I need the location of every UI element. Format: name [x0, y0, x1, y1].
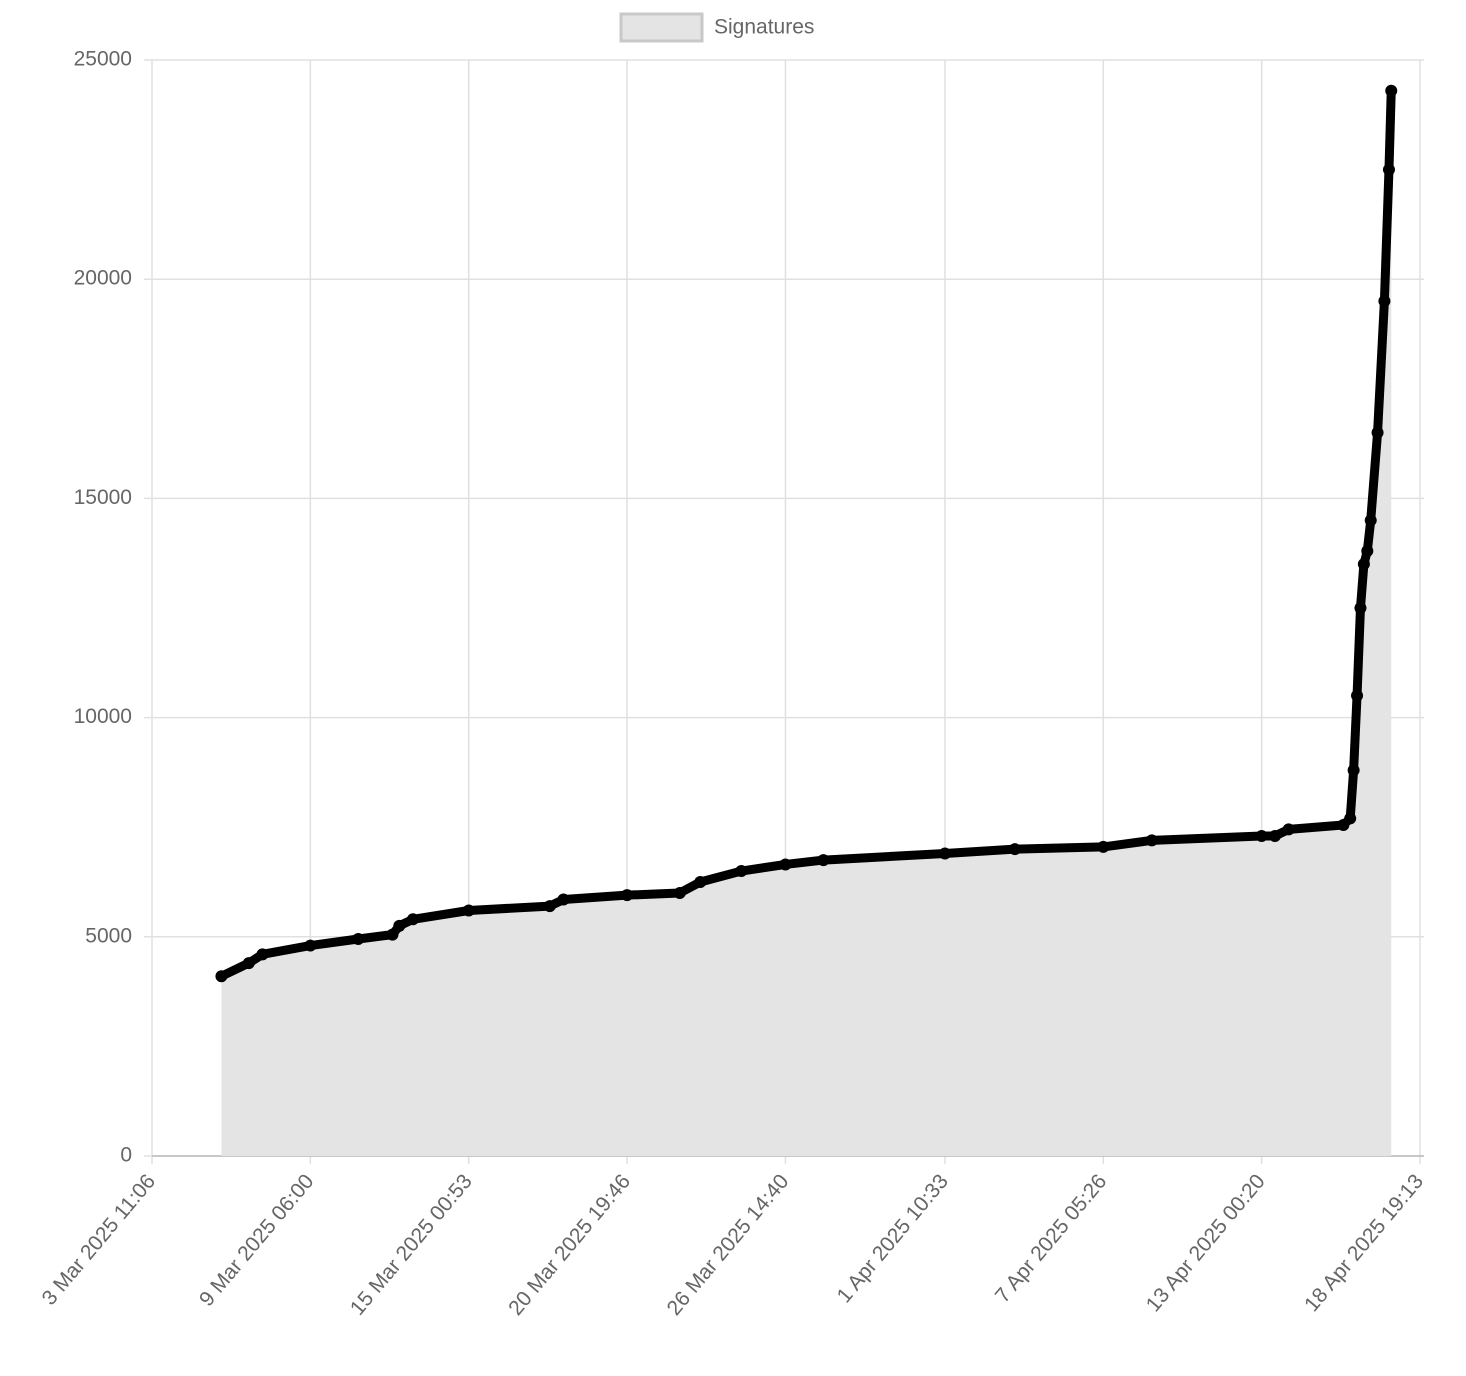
- x-tick-label: 1 Apr 2025 10:33: [833, 1170, 953, 1307]
- point: [242, 957, 255, 970]
- y-tick-label: 5000: [85, 924, 132, 947]
- legend: Signatures: [619, 12, 814, 43]
- point: [1385, 84, 1398, 97]
- x-tick-label: 20 Mar 2025 19:46: [504, 1170, 635, 1320]
- point: [1008, 843, 1021, 856]
- area-fill: [221, 90, 1392, 1157]
- point: [1361, 545, 1374, 558]
- x-tick-label: 7 Apr 2025 05:26: [991, 1170, 1111, 1307]
- point: [1344, 812, 1357, 825]
- y-tick-label: 20000: [74, 267, 132, 290]
- legend-swatch: [619, 12, 704, 43]
- point: [1354, 602, 1367, 614]
- x-tick-label: 9 Mar 2025 06:00: [195, 1170, 318, 1311]
- point: [1371, 426, 1384, 439]
- point: [1097, 840, 1110, 853]
- point: [1378, 295, 1391, 308]
- point: [673, 886, 686, 899]
- point: [543, 900, 556, 913]
- point: [1347, 764, 1360, 777]
- x-tick-label: 13 Apr 2025 00:20: [1142, 1170, 1270, 1316]
- point: [1382, 163, 1395, 176]
- point: [557, 893, 570, 906]
- point: [694, 876, 707, 888]
- x-tick-label: 18 Apr 2025 19:13: [1300, 1170, 1428, 1316]
- point: [1364, 514, 1377, 527]
- point: [386, 928, 399, 941]
- point: [393, 919, 406, 932]
- point: [817, 854, 830, 867]
- point: [1255, 829, 1268, 842]
- legend-label: Signatures: [714, 16, 814, 39]
- point: [462, 904, 475, 917]
- point: [256, 948, 269, 961]
- y-tick-label: 10000: [74, 705, 132, 728]
- x-tick-label: 15 Mar 2025 00:53: [346, 1170, 477, 1320]
- x-tick-label: 26 Mar 2025 14:40: [663, 1170, 794, 1320]
- point: [406, 913, 419, 926]
- point: [735, 865, 748, 878]
- point: [215, 970, 228, 983]
- point: [1145, 834, 1158, 847]
- point: [352, 932, 365, 945]
- point: [779, 858, 792, 871]
- y-tick-label: 0: [120, 1144, 132, 1167]
- point: [621, 889, 634, 902]
- point: [938, 847, 951, 860]
- x-tick-label: 3 Mar 2025 11:06: [38, 1170, 160, 1310]
- point: [1268, 829, 1281, 842]
- point: [304, 939, 317, 952]
- point: [1282, 823, 1295, 836]
- point: [1357, 558, 1370, 571]
- y-tick-label: 25000: [74, 48, 132, 71]
- y-tick-label: 15000: [74, 486, 132, 509]
- point: [1351, 689, 1364, 702]
